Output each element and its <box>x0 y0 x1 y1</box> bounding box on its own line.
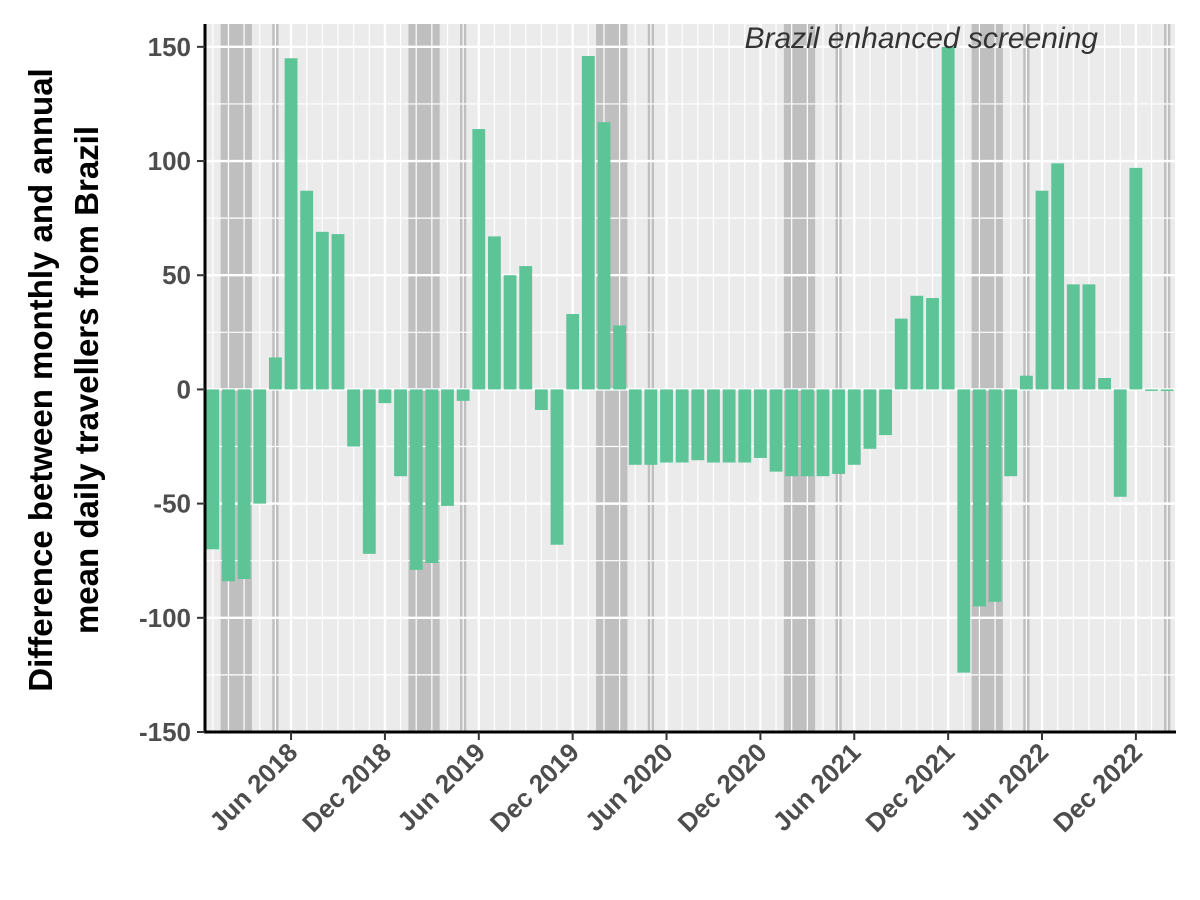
bar <box>472 129 486 390</box>
bar <box>1113 389 1127 497</box>
bar <box>863 389 877 449</box>
bar <box>1051 163 1065 390</box>
bar <box>988 389 1002 602</box>
bar <box>300 190 314 390</box>
bar <box>800 389 814 477</box>
bar <box>753 389 767 458</box>
shaded-period <box>783 24 816 732</box>
bar <box>957 389 971 673</box>
bar <box>550 389 564 545</box>
bar <box>347 389 361 447</box>
y-tick-label: 150 <box>148 32 191 62</box>
bar <box>315 231 329 390</box>
bar <box>644 389 658 465</box>
bar <box>362 389 376 554</box>
y-tick-label: -150 <box>139 717 191 747</box>
bar <box>581 55 595 390</box>
bar <box>1145 389 1158 391</box>
y-tick-label: 0 <box>177 374 191 404</box>
bar <box>941 46 955 390</box>
bar <box>832 389 846 474</box>
y-axis-title-line2: mean daily travellers from Brazil <box>68 126 105 634</box>
bar <box>441 389 454 506</box>
y-tick-label: -100 <box>139 603 191 633</box>
bar <box>847 389 861 465</box>
bar <box>879 389 892 436</box>
bar <box>503 275 517 390</box>
bar <box>253 389 267 504</box>
x-tick-label: Dec 2020 <box>672 737 773 838</box>
bar <box>1082 284 1096 390</box>
bar <box>973 389 986 607</box>
bar <box>785 389 799 477</box>
bar <box>738 389 752 463</box>
x-tick-label: Dec 2022 <box>1047 737 1148 838</box>
bar <box>425 389 439 563</box>
bar <box>1035 190 1049 390</box>
x-tick-label: Jun 2022 <box>954 737 1054 837</box>
annotation-label: Brazil enhanced screening <box>744 22 1098 55</box>
bar <box>613 325 627 390</box>
bar <box>722 389 736 463</box>
bar <box>488 236 501 390</box>
shaded-period <box>220 24 252 732</box>
x-tick-label: Jun 2020 <box>579 737 679 837</box>
x-tick-label: Jun 2021 <box>767 737 867 837</box>
y-tick-label: -50 <box>153 489 191 519</box>
bar <box>1066 284 1080 390</box>
bar <box>628 389 642 465</box>
bar <box>894 318 908 390</box>
bar <box>206 389 220 550</box>
bars <box>206 46 1174 673</box>
x-tick-label: Jun 2018 <box>203 737 303 837</box>
y-tick-label: 100 <box>148 146 191 176</box>
bar <box>691 389 705 461</box>
bar <box>222 389 235 582</box>
bar <box>237 389 251 579</box>
y-axis-ticks: 150 100 50 0 -50 -100 -150 <box>139 32 205 747</box>
plot-panel <box>205 24 1175 732</box>
shaded-period <box>971 24 1003 732</box>
bar <box>675 389 689 463</box>
bar <box>1004 389 1018 477</box>
bar <box>1129 167 1143 390</box>
bar <box>409 389 423 570</box>
bar <box>566 314 580 390</box>
bar <box>519 266 533 390</box>
x-tick-label: Jun 2019 <box>391 737 491 837</box>
bar <box>378 389 392 404</box>
x-tick-label: Dec 2018 <box>296 737 397 838</box>
bar <box>597 122 611 390</box>
bar <box>1098 378 1112 390</box>
bar <box>769 389 783 472</box>
bar <box>456 389 470 401</box>
bar <box>331 234 345 390</box>
x-tick-label: Dec 2021 <box>859 737 960 838</box>
bar <box>1019 375 1033 390</box>
bar <box>660 389 673 463</box>
shaded-period <box>408 24 440 732</box>
bar <box>816 389 830 477</box>
bar <box>910 295 924 390</box>
bar <box>707 389 720 463</box>
bar <box>926 298 939 390</box>
y-axis-title-line1: Difference between monthly and annual <box>22 68 59 691</box>
y-tick-label: 50 <box>162 260 191 290</box>
bar <box>284 58 298 390</box>
x-tick-label: Dec 2019 <box>484 737 585 838</box>
bar <box>268 357 282 390</box>
bar <box>1160 389 1174 391</box>
bar <box>394 389 407 477</box>
bar <box>534 389 548 410</box>
